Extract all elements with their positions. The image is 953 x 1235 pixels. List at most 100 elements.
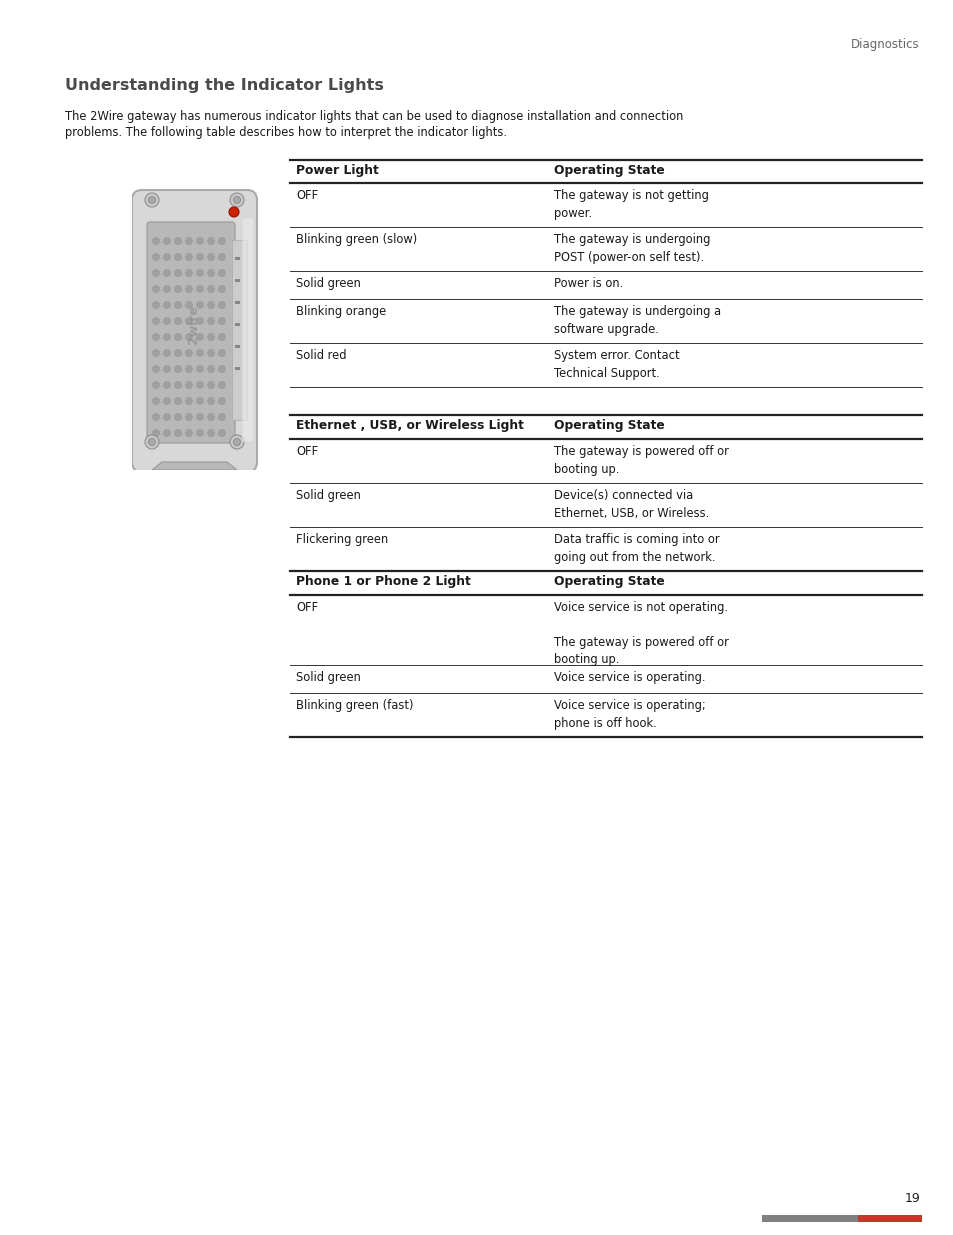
Circle shape [196, 414, 203, 420]
Circle shape [218, 398, 225, 405]
Circle shape [163, 333, 171, 341]
Text: Voice service is operating.: Voice service is operating. [554, 671, 705, 684]
Circle shape [208, 237, 214, 245]
Text: The gateway is undergoing
POST (power-on self test).: The gateway is undergoing POST (power-on… [554, 233, 710, 263]
Circle shape [233, 196, 240, 204]
Text: Understanding the Indicator Lights: Understanding the Indicator Lights [65, 78, 383, 93]
Circle shape [196, 366, 203, 373]
Circle shape [208, 317, 214, 325]
Text: Phone 1 or Phone 2 Light: Phone 1 or Phone 2 Light [295, 576, 470, 588]
Circle shape [229, 207, 239, 217]
Text: 2wire: 2wire [188, 305, 200, 345]
Circle shape [208, 398, 214, 405]
Circle shape [230, 193, 244, 207]
Circle shape [145, 435, 159, 450]
Text: Power Light: Power Light [295, 164, 378, 177]
Circle shape [218, 237, 225, 245]
Circle shape [174, 269, 181, 277]
Circle shape [163, 382, 171, 389]
Circle shape [208, 430, 214, 436]
Circle shape [152, 253, 159, 261]
Circle shape [218, 253, 225, 261]
Circle shape [174, 430, 181, 436]
Text: Operating State: Operating State [554, 164, 664, 177]
Circle shape [185, 382, 193, 389]
Bar [761, 1215, 857, 1221]
Circle shape [174, 253, 181, 261]
Circle shape [174, 285, 181, 293]
Circle shape [174, 317, 181, 325]
Circle shape [185, 430, 193, 436]
Text: The 2Wire gateway has numerous indicator lights that can be used to diagnose ins: The 2Wire gateway has numerous indicator… [65, 110, 682, 124]
Circle shape [196, 398, 203, 405]
Circle shape [218, 430, 225, 436]
Circle shape [185, 237, 193, 245]
Polygon shape [152, 462, 236, 471]
Circle shape [208, 253, 214, 261]
FancyBboxPatch shape [136, 198, 256, 473]
Text: Operating State: Operating State [554, 576, 664, 588]
Bar [857, 1215, 921, 1221]
Bar [234, 257, 240, 261]
Circle shape [196, 301, 203, 309]
Text: 19: 19 [903, 1192, 919, 1205]
Circle shape [218, 414, 225, 420]
Text: Blinking green (slow): Blinking green (slow) [295, 233, 416, 246]
Circle shape [196, 317, 203, 325]
Circle shape [163, 301, 171, 309]
Circle shape [163, 285, 171, 293]
Circle shape [163, 237, 171, 245]
Circle shape [149, 196, 155, 204]
Circle shape [218, 301, 225, 309]
Circle shape [218, 333, 225, 341]
Circle shape [174, 350, 181, 357]
Circle shape [196, 253, 203, 261]
Text: Solid green: Solid green [295, 277, 360, 290]
Circle shape [196, 382, 203, 389]
Text: Blinking green (fast): Blinking green (fast) [295, 699, 413, 713]
Circle shape [149, 438, 155, 446]
Circle shape [163, 269, 171, 277]
Text: problems. The following table describes how to interpret the indicator lights.: problems. The following table describes … [65, 126, 506, 140]
Circle shape [152, 382, 159, 389]
Text: Power is on.: Power is on. [554, 277, 622, 290]
Circle shape [218, 285, 225, 293]
Text: Voice service is operating;
phone is off hook.: Voice service is operating; phone is off… [554, 699, 705, 730]
Circle shape [163, 414, 171, 420]
Circle shape [196, 269, 203, 277]
Circle shape [174, 301, 181, 309]
Circle shape [163, 253, 171, 261]
Text: Voice service is not operating.

The gateway is powered off or
booting up.: Voice service is not operating. The gate… [554, 601, 728, 667]
Circle shape [196, 237, 203, 245]
Text: OFF: OFF [295, 445, 318, 458]
Circle shape [185, 269, 193, 277]
Circle shape [196, 333, 203, 341]
Circle shape [208, 382, 214, 389]
Circle shape [218, 350, 225, 357]
Circle shape [145, 193, 159, 207]
Bar [234, 324, 240, 326]
Circle shape [163, 398, 171, 405]
Circle shape [208, 350, 214, 357]
Bar [234, 345, 240, 348]
Circle shape [174, 398, 181, 405]
Circle shape [152, 333, 159, 341]
Text: Device(s) connected via
Ethernet, USB, or Wireless.: Device(s) connected via Ethernet, USB, o… [554, 489, 708, 520]
Text: OFF: OFF [295, 189, 318, 203]
Circle shape [152, 350, 159, 357]
Circle shape [174, 333, 181, 341]
Circle shape [152, 237, 159, 245]
Circle shape [196, 430, 203, 436]
Circle shape [174, 237, 181, 245]
Circle shape [185, 398, 193, 405]
Bar [234, 301, 240, 304]
Text: Flickering green: Flickering green [295, 534, 388, 546]
Circle shape [152, 366, 159, 373]
Text: Diagnostics: Diagnostics [850, 38, 919, 51]
Circle shape [185, 414, 193, 420]
Circle shape [185, 350, 193, 357]
FancyBboxPatch shape [242, 219, 253, 442]
Circle shape [174, 382, 181, 389]
Circle shape [152, 398, 159, 405]
Circle shape [218, 317, 225, 325]
